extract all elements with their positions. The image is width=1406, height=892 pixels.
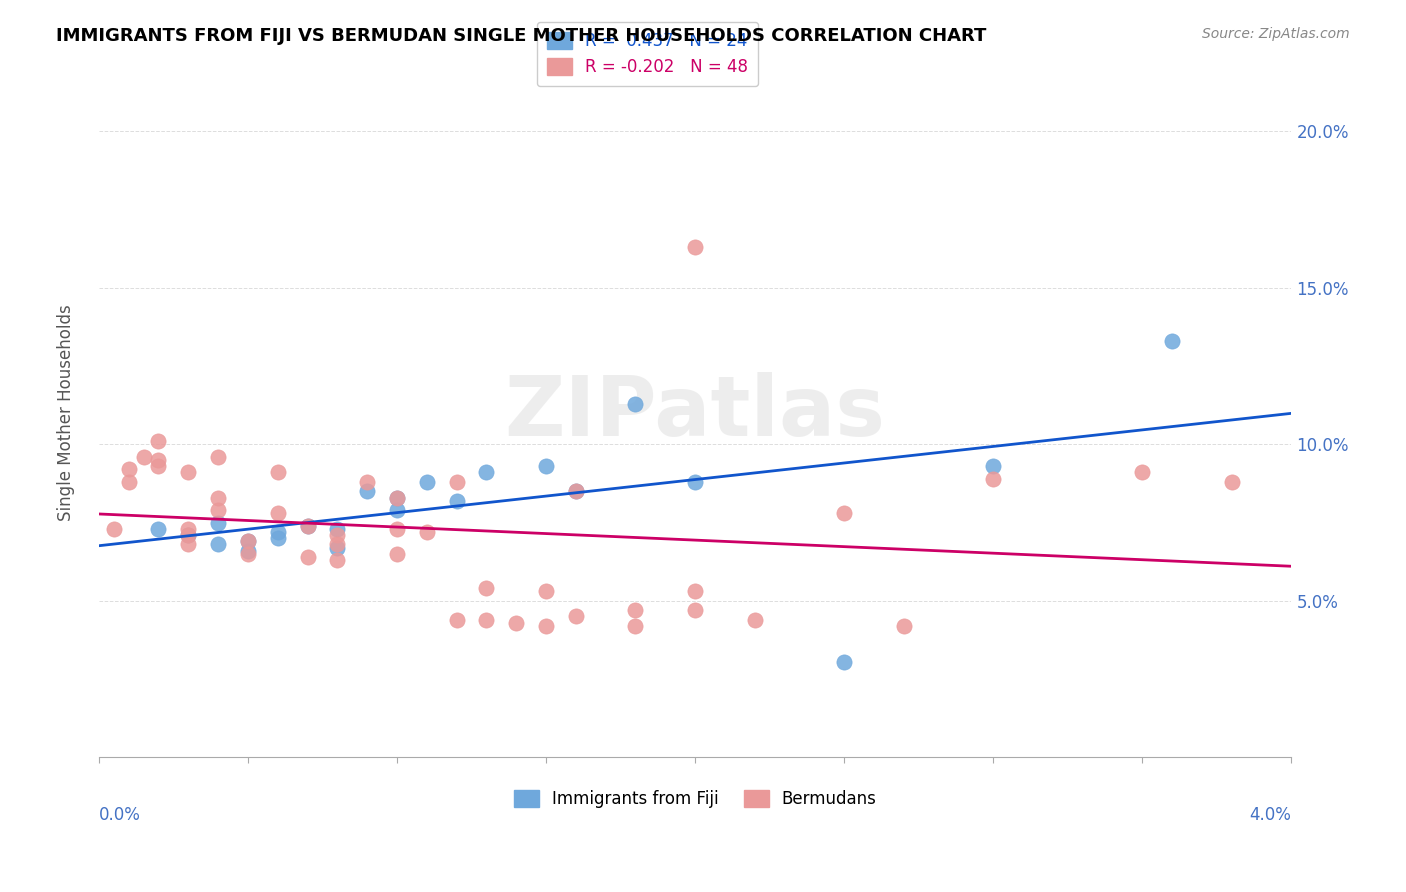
Point — [326, 537, 349, 551]
Point — [565, 609, 588, 624]
Point — [475, 613, 498, 627]
Text: 4.0%: 4.0% — [1250, 805, 1292, 823]
Point — [565, 484, 588, 499]
Point — [832, 506, 855, 520]
Point — [207, 503, 229, 517]
Point — [236, 534, 259, 549]
Point — [267, 524, 290, 539]
Legend: Immigrants from Fiji, Bermudans: Immigrants from Fiji, Bermudans — [503, 780, 887, 818]
Point — [326, 541, 349, 555]
Point — [207, 491, 229, 505]
Point — [385, 503, 408, 517]
Point — [683, 603, 706, 617]
Point — [326, 522, 349, 536]
Point — [832, 655, 855, 669]
Point — [893, 619, 915, 633]
Point — [177, 522, 200, 536]
Point — [148, 453, 170, 467]
Point — [326, 553, 349, 567]
Point — [148, 434, 170, 449]
Text: ZIPatlas: ZIPatlas — [505, 373, 886, 453]
Point — [103, 522, 125, 536]
Point — [267, 531, 290, 545]
Point — [117, 475, 139, 489]
Point — [236, 543, 259, 558]
Point — [177, 537, 200, 551]
Point — [683, 240, 706, 254]
Point — [475, 582, 498, 596]
Point — [446, 475, 468, 489]
Point — [534, 619, 557, 633]
Point — [148, 522, 170, 536]
Point — [177, 466, 200, 480]
Point — [385, 522, 408, 536]
Point — [207, 537, 229, 551]
Point — [207, 516, 229, 530]
Point — [565, 484, 588, 499]
Text: Source: ZipAtlas.com: Source: ZipAtlas.com — [1202, 27, 1350, 41]
Point — [416, 475, 439, 489]
Point — [981, 459, 1004, 474]
Point — [1220, 475, 1243, 489]
Point — [177, 528, 200, 542]
Point — [475, 466, 498, 480]
Point — [385, 491, 408, 505]
Text: IMMIGRANTS FROM FIJI VS BERMUDAN SINGLE MOTHER HOUSEHOLDS CORRELATION CHART: IMMIGRANTS FROM FIJI VS BERMUDAN SINGLE … — [56, 27, 987, 45]
Point — [177, 528, 200, 542]
Point — [446, 493, 468, 508]
Point — [1161, 334, 1184, 348]
Point — [624, 396, 647, 410]
Point — [683, 475, 706, 489]
Point — [267, 506, 290, 520]
Point — [446, 613, 468, 627]
Point — [356, 475, 378, 489]
Point — [236, 534, 259, 549]
Point — [207, 450, 229, 464]
Point — [624, 619, 647, 633]
Point — [385, 491, 408, 505]
Point — [683, 584, 706, 599]
Point — [981, 472, 1004, 486]
Point — [132, 450, 155, 464]
Point — [297, 518, 319, 533]
Point — [356, 484, 378, 499]
Text: 0.0%: 0.0% — [98, 805, 141, 823]
Point — [744, 613, 766, 627]
Point — [326, 528, 349, 542]
Point — [505, 615, 527, 630]
Point — [534, 584, 557, 599]
Point — [534, 459, 557, 474]
Point — [416, 524, 439, 539]
Point — [297, 549, 319, 564]
Point — [236, 547, 259, 561]
Point — [1132, 466, 1154, 480]
Y-axis label: Single Mother Households: Single Mother Households — [58, 304, 75, 521]
Point — [148, 459, 170, 474]
Point — [117, 462, 139, 476]
Point — [385, 547, 408, 561]
Point — [624, 603, 647, 617]
Point — [267, 466, 290, 480]
Point — [297, 518, 319, 533]
